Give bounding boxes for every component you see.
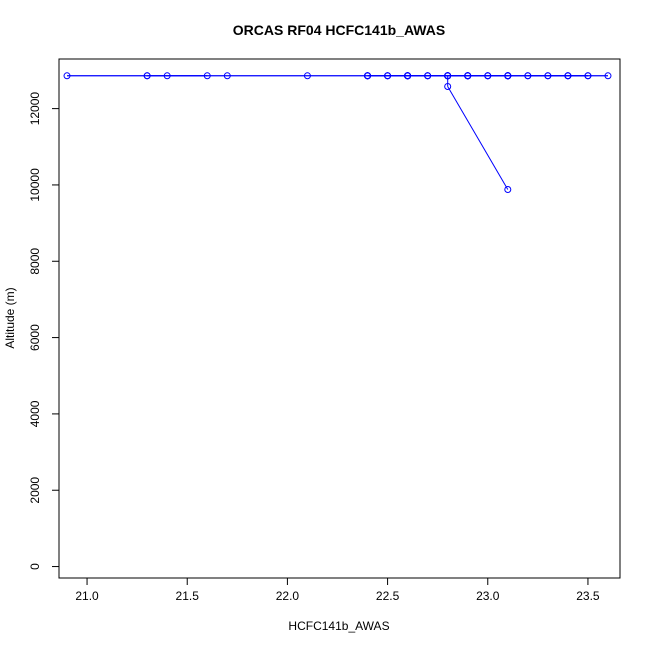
data-point: [464, 72, 472, 80]
data-point: [63, 72, 71, 80]
y-axis-label: Altitude (m): [3, 287, 17, 348]
x-tick-label: 23.0: [476, 589, 500, 603]
y-tick-label: 10000: [28, 168, 42, 202]
y-tick-label: 6000: [28, 324, 42, 351]
x-tick-label: 21.0: [75, 589, 99, 603]
x-tick-label: 22.0: [276, 589, 300, 603]
x-axis: 21.0 21.5 22.0 22.5 23.0 23.5: [75, 577, 600, 603]
x-axis-label: HCFC141b_AWAS: [288, 619, 389, 633]
plot-frame: [58, 58, 621, 579]
data-point: [223, 72, 231, 80]
y-axis: 0 2000 4000 6000 8000 10000 12000: [28, 92, 60, 570]
series-points: [63, 72, 612, 194]
series-segment: [447, 86, 509, 190]
data-point: [163, 72, 171, 80]
y-tick-label: 12000: [28, 92, 42, 126]
data-point: [203, 72, 211, 80]
data-point: [604, 72, 612, 80]
y-tick-label: 2000: [28, 477, 42, 504]
data-point: [444, 82, 452, 90]
data-point: [504, 72, 512, 80]
data-point: [504, 186, 512, 194]
data-point: [303, 72, 311, 80]
y-tick-label: 0: [28, 563, 42, 570]
data-point: [544, 72, 552, 80]
data-point: [584, 72, 592, 80]
y-tick-label: 8000: [28, 248, 42, 275]
x-tick-label: 21.5: [176, 589, 200, 603]
data-point: [444, 72, 452, 80]
data-point: [404, 72, 412, 80]
series-lines: [67, 75, 608, 190]
data-point: [564, 72, 572, 80]
data-point: [424, 72, 432, 80]
data-point: [364, 72, 372, 80]
data-point: [484, 72, 492, 80]
data-point: [524, 72, 532, 80]
y-tick-label: 4000: [28, 400, 42, 427]
x-tick-label: 23.5: [576, 589, 600, 603]
data-point: [143, 72, 151, 80]
data-point: [384, 72, 392, 80]
x-tick-label: 22.5: [376, 589, 400, 603]
chart-title: ORCAS RF04 HCFC141b_AWAS: [233, 22, 445, 38]
